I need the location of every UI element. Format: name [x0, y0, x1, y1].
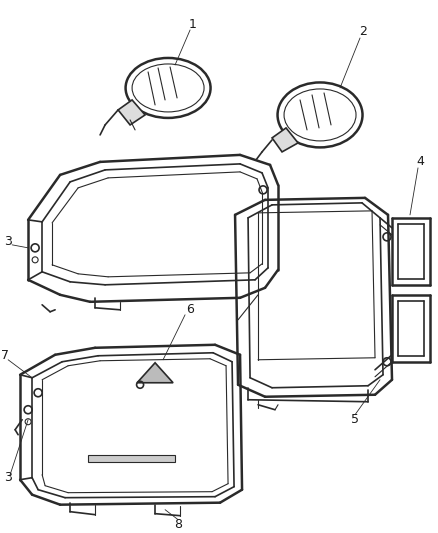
Polygon shape: [272, 128, 298, 152]
Text: 3: 3: [4, 471, 12, 484]
Text: 6: 6: [186, 303, 194, 316]
Text: 8: 8: [174, 518, 182, 531]
Text: 1: 1: [189, 19, 197, 31]
Text: 3: 3: [4, 236, 12, 248]
Text: 4: 4: [416, 156, 424, 168]
Polygon shape: [88, 455, 175, 462]
Polygon shape: [118, 100, 145, 125]
Text: 5: 5: [351, 413, 359, 426]
Text: 7: 7: [1, 349, 9, 362]
Polygon shape: [137, 363, 173, 383]
Text: 2: 2: [359, 26, 367, 38]
